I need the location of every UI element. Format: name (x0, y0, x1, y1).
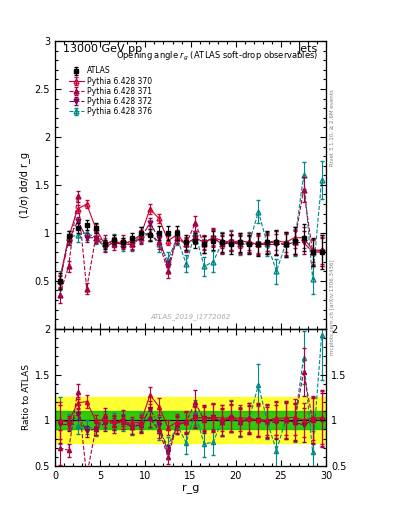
Bar (55, 411, 326, 430)
Text: Opening angle $r_g$ (ATLAS soft-drop observables): Opening angle $r_g$ (ATLAS soft-drop obs… (116, 50, 318, 62)
Text: Rivet 3.1.10, ≥ 2.6M events: Rivet 3.1.10, ≥ 2.6M events (330, 90, 334, 166)
Y-axis label: (1/σ) dσ/d r_g: (1/σ) dσ/d r_g (20, 152, 31, 218)
X-axis label: r_g: r_g (182, 483, 199, 494)
Bar (55, 397, 326, 443)
Text: Jets: Jets (298, 44, 318, 54)
Text: 13000 GeV pp: 13000 GeV pp (63, 44, 142, 54)
Text: ATLAS_2019_I1772062: ATLAS_2019_I1772062 (151, 313, 231, 320)
Legend: ATLAS, Pythia 6.428 370, Pythia 6.428 371, Pythia 6.428 372, Pythia 6.428 376: ATLAS, Pythia 6.428 370, Pythia 6.428 37… (67, 65, 154, 118)
Y-axis label: Ratio to ATLAS: Ratio to ATLAS (22, 365, 31, 431)
Text: mcplots.cern.ch [arXiv:1306.3436]: mcplots.cern.ch [arXiv:1306.3436] (330, 260, 334, 355)
